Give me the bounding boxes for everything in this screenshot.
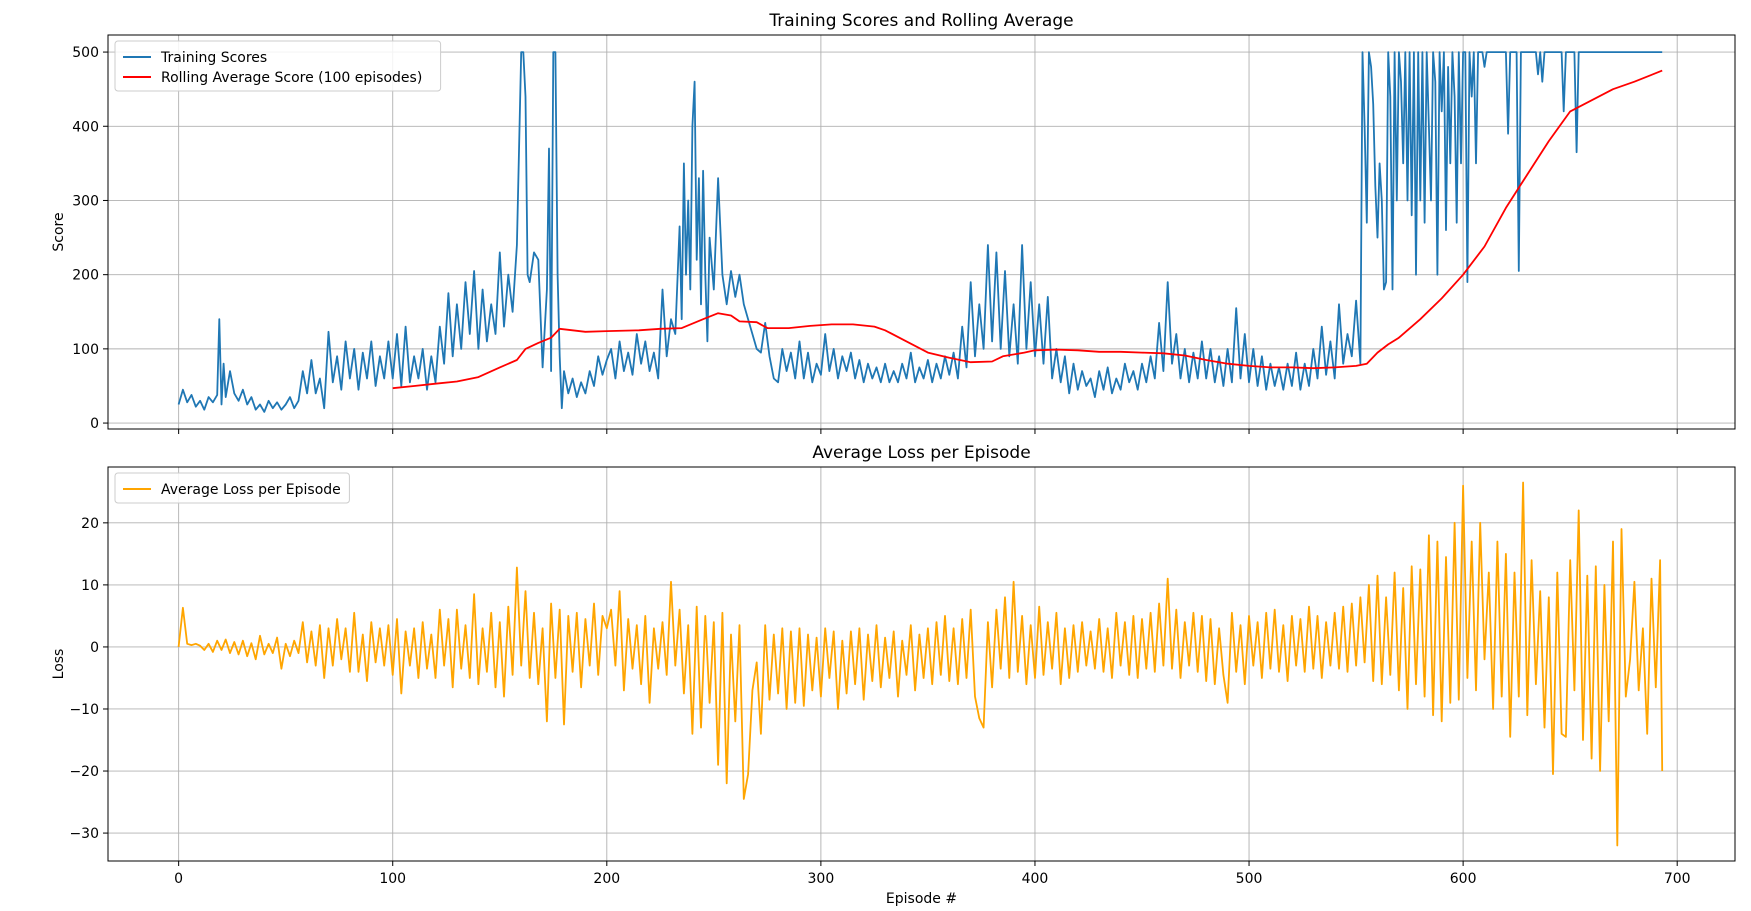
legend-label-training-scores: Training Scores	[160, 50, 267, 66]
loss-x-ticks: 0 100 200 300 400 500 600 700	[174, 861, 1691, 887]
score-y-axis-label: Score	[51, 212, 67, 251]
series-line-0	[177, 481, 1664, 847]
y-tick-label: 0	[90, 416, 99, 432]
legend-label-average-loss: Average Loss per Episode	[161, 482, 341, 498]
legend-label-rolling-average: Rolling Average Score (100 episodes)	[161, 70, 422, 86]
y-tick-label: 10	[81, 578, 99, 594]
x-tick-label: 500	[1236, 871, 1263, 887]
y-tick-label: 100	[72, 342, 99, 358]
score-chart-title: Training Scores and Rolling Average	[768, 11, 1073, 31]
series-line-1	[392, 69, 1663, 390]
y-tick-label: 500	[72, 45, 99, 61]
loss-plot-area	[177, 481, 1664, 847]
score-legend: Training Scores Rolling Average Score (1…	[114, 40, 442, 92]
x-tick-label: 600	[1450, 871, 1477, 887]
score-subplot: 0 100 200 300 400 500 Training Scores and Rol…	[51, 11, 1736, 434]
loss-y-axis-label: Loss	[51, 649, 67, 680]
x-tick-label: 100	[379, 871, 406, 887]
y-tick-label: 200	[72, 268, 99, 284]
score-x-ticks	[178, 429, 1678, 434]
loss-legend-box	[114, 472, 350, 504]
score-legend-box	[114, 40, 442, 92]
x-tick-label: 700	[1664, 871, 1691, 887]
x-tick-label: 0	[174, 871, 183, 887]
loss-legend: Average Loss per Episode	[114, 472, 350, 504]
x-tick-label: 400	[1022, 871, 1049, 887]
x-tick-label: 300	[808, 871, 835, 887]
y-tick-label: 0	[90, 640, 99, 656]
y-tick-label: 20	[81, 516, 99, 532]
y-tick-label: 400	[72, 119, 99, 135]
loss-axes-frame	[107, 466, 1736, 862]
x-tick-label: 200	[593, 871, 620, 887]
score-y-ticks: 0 100 200 300 400 500	[72, 45, 108, 432]
y-tick-label: 300	[72, 193, 99, 209]
y-tick-label: −10	[69, 702, 99, 718]
y-tick-label: −20	[69, 764, 99, 780]
loss-x-axis-label: Episode #	[886, 891, 957, 907]
score-axes-frame	[107, 34, 1736, 430]
score-plot-area	[177, 51, 1663, 413]
y-tick-label: −30	[69, 826, 99, 842]
loss-y-ticks: −30 −20 −10 0 10 20	[69, 516, 108, 842]
series-line-0	[177, 51, 1663, 413]
loss-subplot: 0 100 200 300 400 500 600 700 −30 −20 −10 0 10 20 Av…	[51, 443, 1736, 907]
loss-chart-title: Average Loss per Episode	[812, 443, 1030, 463]
